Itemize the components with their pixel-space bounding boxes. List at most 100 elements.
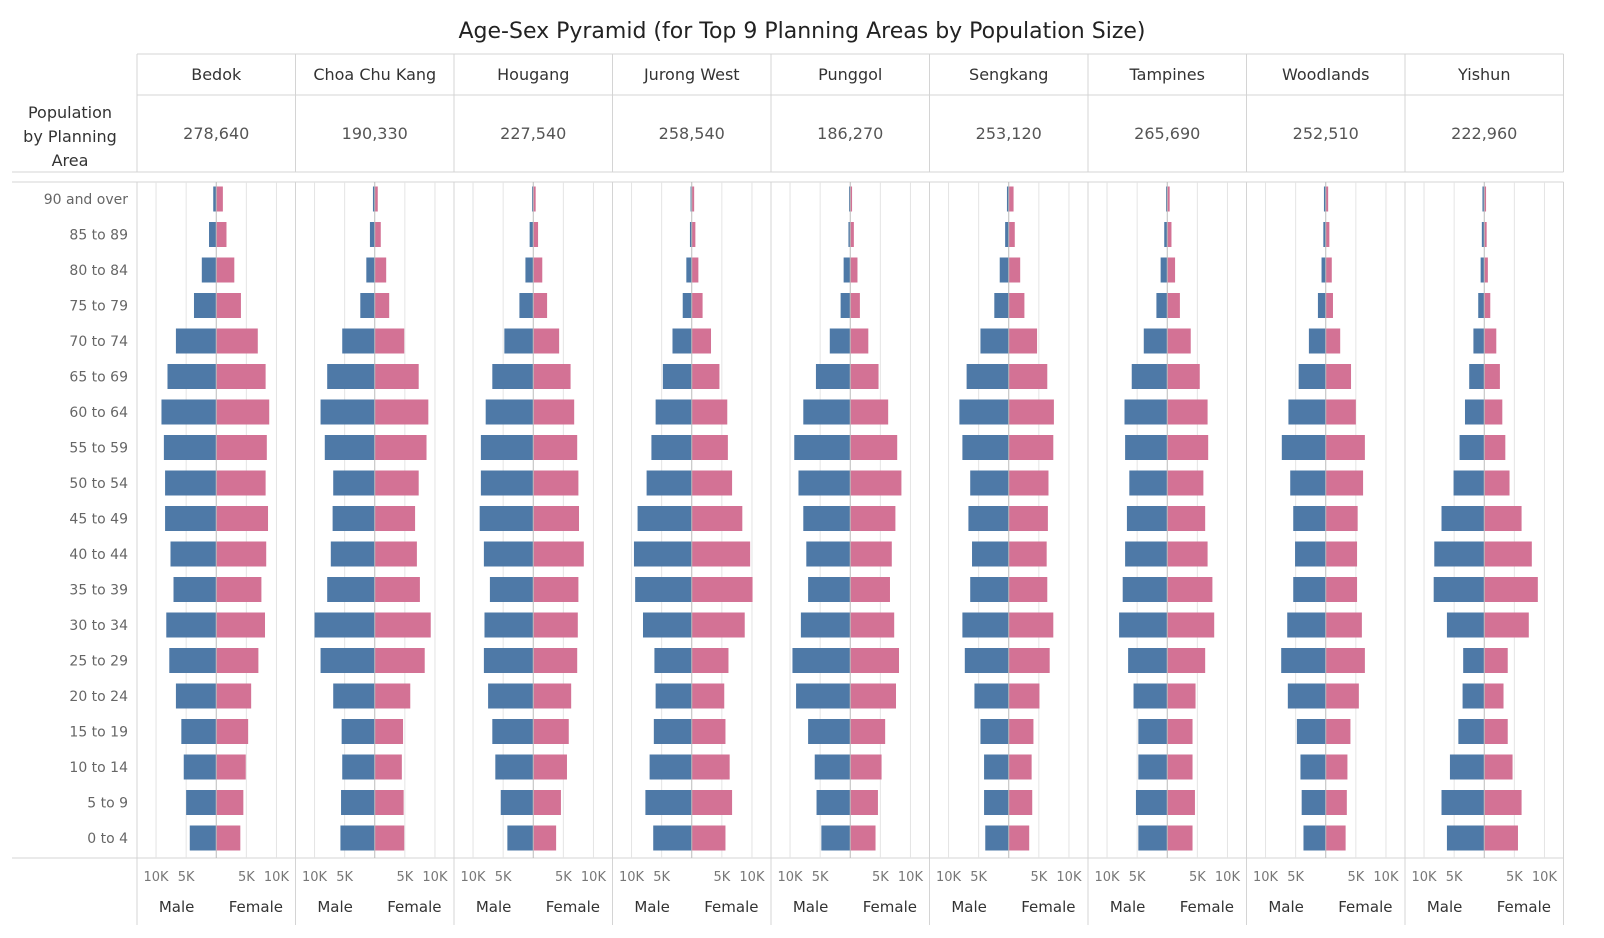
bar-female-35-to-39: [1167, 577, 1213, 602]
bar-male-0-to-4: [653, 825, 692, 851]
bar-male-10-to-14: [814, 754, 851, 780]
bar-female-70-to-74: [1484, 328, 1497, 354]
bar-female-30-to-34: [216, 612, 266, 638]
bar-male-75-to-79: [1478, 293, 1485, 318]
area-population-yishun: 222,960: [1451, 124, 1517, 143]
bar-female-0-to-4: [1008, 825, 1030, 851]
bar-female-15-to-19: [1008, 719, 1034, 744]
bar-male-15-to-19: [653, 719, 692, 744]
bar-female-35-to-39: [1325, 577, 1358, 602]
bar-male-75-to-79: [994, 293, 1009, 318]
bar-female-75-to-79: [850, 293, 860, 318]
bar-female-0-to-4: [1484, 825, 1518, 851]
female-label: Female: [1180, 898, 1234, 916]
bar-male-60-to-64: [485, 399, 534, 425]
bar-female-25-to-29: [1008, 648, 1050, 673]
bar-male-35-to-39: [1293, 577, 1326, 602]
bar-male-25-to-29: [1128, 648, 1168, 673]
bar-female-60-to-64: [691, 399, 728, 425]
pyramid-yishun: [1423, 182, 1545, 858]
bar-female-90-and-over: [374, 186, 378, 212]
bar-female-15-to-19: [533, 719, 569, 744]
bar-male-85-to-89: [369, 222, 375, 247]
area-name-sengkang: Sengkang: [969, 65, 1048, 84]
bar-female-65-to-69: [1325, 364, 1352, 389]
bar-male-5-to-9: [341, 790, 375, 815]
bar-male-25-to-29: [1463, 648, 1485, 673]
tick-label-male-5k: 5K: [495, 870, 512, 885]
bar-female-90-and-over: [533, 186, 536, 212]
bar-female-45-to-49: [216, 506, 269, 531]
age-group-label: 90 and over: [44, 192, 129, 208]
bar-female-0-to-4: [691, 825, 726, 851]
bar-female-0-to-4: [1167, 825, 1193, 851]
bar-female-90-and-over: [1325, 186, 1329, 212]
area-name-woodlands: Woodlands: [1282, 65, 1370, 84]
age-group-labels: 90 and over 85 to 89 80 to 84 75 to 79 70 to…: [44, 192, 129, 847]
bar-female-5-to-9: [1325, 790, 1347, 815]
pyramid-panels: [155, 182, 1545, 858]
bar-male-85-to-89: [1481, 222, 1485, 247]
bar-female-35-to-39: [850, 577, 890, 602]
bar-male-80-to-84: [366, 257, 375, 283]
bar-male-90-and-over: [690, 186, 692, 212]
bar-female-50-to-54: [374, 470, 419, 496]
bar-female-15-to-19: [216, 719, 249, 744]
bar-female-75-to-79: [1484, 293, 1491, 318]
bar-female-75-to-79: [533, 293, 548, 318]
age-group-label: 40 to 44: [69, 547, 128, 563]
bar-female-25-to-29: [216, 648, 259, 673]
bar-male-80-to-84: [999, 257, 1009, 283]
bar-female-90-and-over: [216, 186, 223, 212]
bar-female-60-to-64: [1167, 399, 1208, 425]
bar-male-15-to-19: [980, 719, 1009, 744]
bar-female-90-and-over: [1167, 186, 1170, 212]
bar-male-25-to-29: [654, 648, 692, 673]
bar-female-90-and-over: [691, 186, 695, 212]
bar-female-15-to-19: [691, 719, 726, 744]
female-label: Female: [1338, 898, 1392, 916]
table-structure: [12, 53, 1564, 925]
bar-female-70-to-74: [216, 328, 258, 354]
bar-female-45-to-49: [1167, 506, 1206, 531]
age-group-label: 80 to 84: [69, 263, 128, 279]
bar-female-70-to-74: [533, 328, 560, 354]
bar-female-5-to-9: [1167, 790, 1195, 815]
bar-male-0-to-4: [189, 825, 217, 851]
tick-label-male-5k: 5K: [653, 870, 670, 885]
bar-female-30-to-34: [850, 612, 895, 638]
tick-label-female-10k: 10K: [1532, 870, 1558, 885]
female-label: Female: [546, 898, 600, 916]
bar-female-5-to-9: [1484, 790, 1522, 815]
bar-male-35-to-39: [489, 577, 534, 602]
bar-female-75-to-79: [1008, 293, 1025, 318]
bar-male-85-to-89: [1323, 222, 1326, 247]
bar-male-45-to-49: [165, 506, 217, 531]
bar-female-10-to-14: [850, 754, 882, 780]
tick-label-female-5k: 5K: [238, 870, 255, 885]
area-name-bedok: Bedok: [191, 65, 242, 84]
tick-label-female-10k: 10K: [1215, 870, 1241, 885]
bar-female-15-to-19: [374, 719, 404, 744]
bar-female-70-to-74: [374, 328, 405, 354]
bar-female-30-to-34: [691, 612, 745, 638]
tick-label-male-10k: 10K: [1095, 870, 1121, 885]
bar-female-10-to-14: [691, 754, 730, 780]
bar-male-40-to-44: [1125, 541, 1168, 567]
bar-male-75-to-79: [1156, 293, 1168, 318]
bar-male-55-to-59: [163, 435, 217, 460]
tick-label-female-10k: 10K: [422, 870, 448, 885]
bar-male-50-to-54: [646, 470, 692, 496]
bar-male-85-to-89: [209, 222, 217, 247]
tick-label-female-5k: 5K: [396, 870, 413, 885]
male-label: Male: [634, 898, 670, 916]
bar-female-55-to-59: [850, 435, 898, 460]
bar-female-10-to-14: [1167, 754, 1193, 780]
bar-male-60-to-64: [959, 399, 1009, 425]
bar-female-35-to-39: [533, 577, 579, 602]
bar-male-15-to-19: [1138, 719, 1168, 744]
bar-male-55-to-59: [1459, 435, 1485, 460]
bar-male-20-to-24: [333, 683, 375, 709]
bar-male-30-to-34: [1446, 612, 1485, 638]
bar-female-50-to-54: [1325, 470, 1364, 496]
